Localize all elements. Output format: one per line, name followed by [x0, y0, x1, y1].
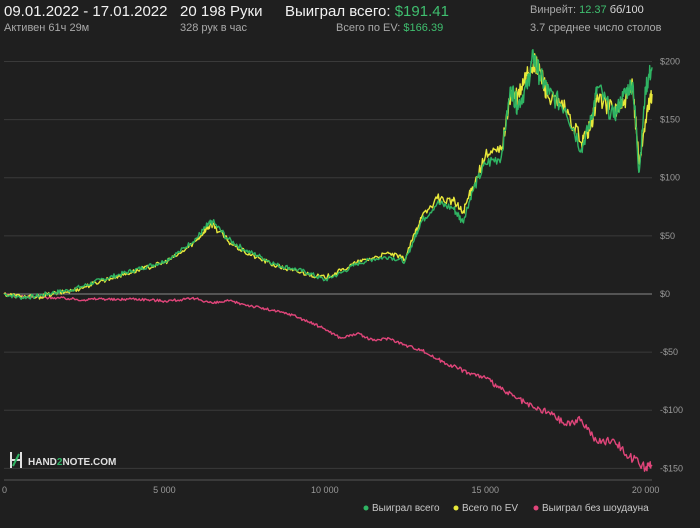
hands-per-hour: 328 рук в час	[180, 22, 248, 34]
series-line-1	[3, 53, 653, 300]
series-group	[3, 48, 653, 472]
total-ev: Всего по EV: $166.39	[336, 22, 443, 34]
winrate-value: 12.37	[579, 4, 607, 16]
won-total: Выиграл всего: $191.41	[285, 3, 449, 20]
total-ev-value: $166.39	[403, 22, 444, 34]
chart: $200 $150 $100 $50 $0 -$50 -$100 -$150 0 5 000 10…	[2, 48, 683, 514]
y-tick-label: -$150	[660, 463, 683, 473]
winrate-label: Винрейт:	[530, 4, 577, 16]
avg-tables: 3.7 среднее число столов	[530, 22, 662, 34]
x-tick-label: 5 000	[153, 485, 176, 495]
won-total-label: Выиграл всего:	[285, 3, 391, 20]
legend-label: Выиграл без шоудауна	[542, 502, 649, 514]
y-axis: $200 $150 $100 $50 $0 -$50 -$100 -$150	[660, 56, 683, 473]
x-axis: 0 5 000 10 000 15 000 20 000	[2, 485, 659, 495]
legend-marker	[363, 505, 369, 511]
header: 09.01.2022 - 17.01.2022 Активен 61ч 29м …	[0, 0, 700, 40]
legend: Выиграл всего Всего по EV Выиграл без шоуд…	[363, 502, 649, 514]
won-total-value: $191.41	[394, 3, 449, 20]
logo-text-b: 2	[57, 457, 63, 468]
logo-accent	[12, 453, 20, 467]
y-tick-label: $200	[660, 56, 680, 66]
series-line-2	[3, 292, 653, 472]
y-tick-label: -$100	[660, 405, 683, 415]
y-tick-label: $100	[660, 173, 680, 183]
logo-text-a: HAND	[28, 457, 57, 468]
y-tick-label: $0	[660, 289, 670, 299]
x-tick-label: 20 000	[632, 485, 660, 495]
y-tick-label: $150	[660, 115, 680, 125]
x-tick-label: 0	[2, 485, 7, 495]
legend-marker	[533, 505, 539, 511]
series-line-0	[3, 48, 653, 300]
grid	[4, 60, 652, 481]
active-time: Активен 61ч 29м	[4, 22, 90, 34]
logo-text-c: NOTE.COM	[62, 457, 116, 468]
x-tick-label: 10 000	[311, 485, 339, 495]
y-tick-label: $50	[660, 231, 675, 241]
logo-text: HAND2NOTE.COM	[28, 457, 116, 468]
x-tick-label: 15 000	[471, 485, 499, 495]
winrate-unit: бб/100	[609, 4, 644, 16]
hands-count: 20 198 Руки	[180, 3, 263, 20]
winrate: Винрейт: 12.37 бб/100	[530, 4, 644, 16]
legend-marker	[453, 505, 459, 511]
date-range: 09.01.2022 - 17.01.2022	[4, 3, 168, 20]
logo: HAND2NOTE.COM	[10, 452, 116, 468]
total-ev-label: Всего по EV:	[336, 22, 401, 34]
legend-label: Всего по EV	[462, 503, 518, 514]
y-tick-label: -$50	[660, 347, 678, 357]
legend-label: Выиграл всего	[372, 503, 440, 514]
